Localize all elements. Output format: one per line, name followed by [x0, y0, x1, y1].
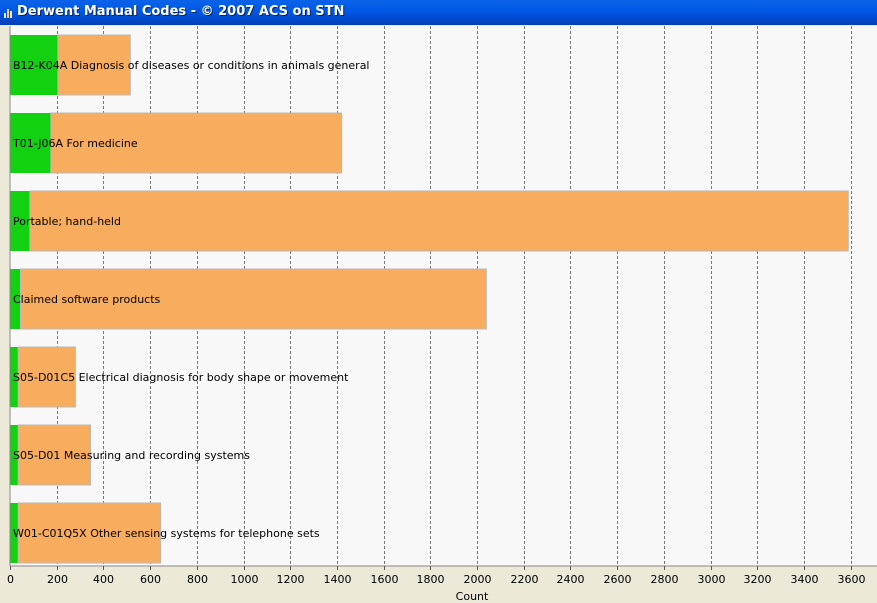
bar-chart-icon [4, 9, 12, 18]
bar-segment-orange[interactable] [20, 268, 487, 330]
x-axis-ticks: 0 200 400 600 800 1000 1200 1400 1600 1800 2000 220… [7, 566, 866, 586]
x-tick-label: 3400 [791, 573, 819, 586]
bar-segment-orange[interactable] [17, 424, 92, 486]
x-tick-label: 400 [93, 573, 114, 586]
x-tick-label: 2200 [511, 573, 539, 586]
bar-segment-green[interactable] [10, 347, 19, 407]
bar-segment-orange[interactable] [50, 112, 343, 174]
x-axis-title: Count [456, 590, 489, 603]
x-tick-label: 0 [7, 573, 14, 586]
bar-segment-green[interactable] [10, 425, 19, 485]
x-tick-label: 800 [187, 573, 208, 586]
bar-segment-orange[interactable] [29, 190, 849, 252]
x-tick-label: 1800 [417, 573, 445, 586]
window-title: Derwent Manual Codes - © 2007 ACS on STN [17, 4, 345, 19]
bar-chart: B12-K04A Diagnosis of diseases or condit… [7, 26, 877, 603]
bar-category-label: W01-C01Q5X Other sensing systems for tel… [13, 527, 320, 540]
x-tick-label: 600 [140, 573, 161, 586]
bar-segment-green[interactable] [10, 503, 19, 563]
bar-segment-green[interactable] [10, 35, 58, 95]
bar-segment-orange[interactable] [17, 502, 162, 564]
bar-category-label: B12-K04A Diagnosis of diseases or condit… [13, 59, 370, 72]
x-tick-label: 3600 [838, 573, 866, 586]
x-tick-label: 2400 [557, 573, 585, 586]
window-titlebar[interactable]: Derwent Manual Codes - © 2007 ACS on STN [0, 0, 877, 25]
x-tick-label: 3200 [744, 573, 772, 586]
x-tick-label: 2600 [604, 573, 632, 586]
x-tick-label: 3000 [698, 573, 726, 586]
x-tick-label: 1000 [231, 573, 259, 586]
x-tick-label: 2000 [464, 573, 492, 586]
bar-category-label: Portable; hand-held [13, 215, 121, 228]
bars [10, 34, 849, 564]
bar-segment-green[interactable] [10, 191, 30, 251]
x-tick-label: 200 [47, 573, 68, 586]
x-tick-label: 1600 [371, 573, 399, 586]
x-tick-label: 1400 [324, 573, 352, 586]
bar-segment-orange[interactable] [17, 346, 76, 408]
x-tick-label: 2800 [651, 573, 679, 586]
bar-segment-green[interactable] [10, 269, 21, 329]
bar-category-label: S05-D01C5 Electrical diagnosis for body … [13, 371, 349, 384]
x-tick-label: 1200 [277, 573, 305, 586]
bar-segment-orange[interactable] [57, 34, 131, 96]
bar-labels: B12-K04A Diagnosis of diseases or condit… [12, 59, 370, 540]
bar-category-label: Claimed software products [13, 293, 161, 306]
bar-category-label: S05-D01 Measuring and recording systems [13, 449, 250, 462]
bar-category-label: T01-J06A For medicine [12, 137, 138, 150]
bar-segment-green[interactable] [10, 113, 51, 173]
